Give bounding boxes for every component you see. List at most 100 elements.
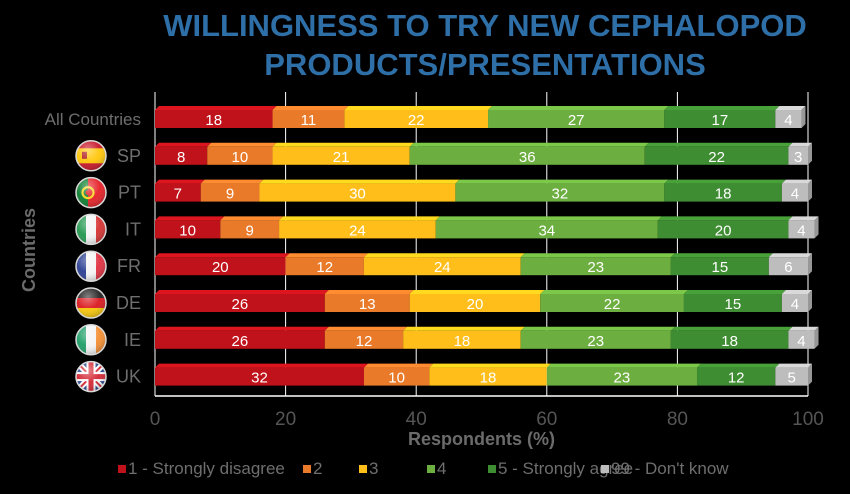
bar-segment [435, 220, 658, 239]
legend-swatch [359, 465, 367, 473]
legend-label: 4 [437, 459, 446, 478]
bar-segment [775, 367, 808, 386]
bar-segment [155, 220, 221, 239]
data-label: 22 [708, 149, 725, 166]
data-label: 24 [434, 259, 451, 276]
x-tick-label: 60 [536, 409, 557, 430]
bar-segment-top [344, 106, 493, 110]
bar-segment [788, 146, 808, 165]
bar-segment [488, 110, 665, 128]
data-label: 21 [333, 149, 350, 166]
bar-segment-top [781, 290, 812, 294]
bar-segment [259, 183, 456, 202]
bar-segment [670, 330, 789, 349]
bar-segment-top [155, 106, 277, 110]
bar-segment-top [670, 326, 793, 331]
uk-flag [75, 360, 107, 393]
x-tick-label: 40 [406, 409, 427, 430]
data-label: 4 [784, 112, 792, 129]
bar-segment-top [670, 253, 773, 258]
bar-segment [155, 294, 325, 312]
bar-segment [520, 257, 671, 276]
data-label: 30 [349, 186, 366, 203]
bar-segment-top [155, 216, 225, 221]
data-label: 10 [179, 222, 196, 239]
bar-segment-top [664, 179, 786, 184]
data-label: 18 [454, 333, 471, 350]
data-label: 8 [177, 149, 185, 166]
bar-segment-top [788, 216, 819, 221]
data-label: 6 [784, 259, 792, 276]
bar-segment [272, 146, 410, 165]
bar-segment [657, 220, 789, 239]
bar-segment-top [540, 290, 688, 294]
bar-segment-top [155, 142, 212, 147]
bar-segment [520, 330, 671, 349]
bar-segment [788, 330, 815, 349]
bar-segment [644, 146, 789, 165]
spain-flag [75, 140, 107, 172]
bar-segment [344, 110, 489, 128]
bar-segment-top [279, 216, 440, 221]
bar-segment-top [429, 363, 551, 368]
bar-segment [279, 220, 436, 239]
bar-segment-side [808, 363, 812, 386]
category-label: SP [117, 146, 141, 166]
bar-segment-top [363, 363, 434, 368]
legend-label: 99 - Don't know [611, 459, 729, 478]
data-label: 36 [519, 149, 536, 166]
bar-segment [409, 146, 645, 165]
bar-segment-top [696, 363, 780, 368]
data-label: 20 [715, 222, 732, 239]
bar-segment [207, 146, 273, 165]
data-label: 15 [725, 296, 742, 313]
bar-segment-side [814, 216, 819, 239]
data-label: 10 [232, 149, 249, 166]
bar-segment [155, 110, 273, 128]
category-label: All Countries [45, 110, 141, 129]
data-label: 18 [205, 112, 222, 129]
chart-title-line-1: WILLINGNESS TO TRY NEW CEPHALOPOD [163, 8, 807, 43]
data-label: 26 [232, 333, 249, 350]
bar-segment-top [520, 326, 675, 331]
bar-segment [768, 257, 808, 276]
bar-segment-top [781, 179, 812, 184]
bar-segment-top [435, 216, 662, 221]
bar-segment [455, 183, 665, 202]
legend-label: 5 - Strongly agree [498, 459, 633, 478]
bar-segment [788, 220, 815, 239]
data-label: 26 [232, 296, 249, 313]
bar-segment-side [814, 326, 819, 349]
bar-segment [155, 257, 286, 276]
data-label: 7 [174, 186, 182, 203]
bar-segment-top [155, 326, 329, 331]
bar-segment [155, 367, 364, 386]
data-label: 9 [226, 186, 234, 203]
category-label: IT [125, 219, 141, 239]
bar-segment [775, 110, 802, 128]
ireland-flag [75, 324, 107, 356]
bar-segment [272, 110, 345, 128]
bar-segment [670, 257, 769, 276]
bar-segment [546, 367, 697, 386]
data-label: 23 [587, 333, 604, 350]
bar-segment [155, 146, 208, 165]
data-label: 9 [246, 222, 254, 239]
data-label: 24 [349, 222, 366, 239]
data-label: 23 [614, 370, 631, 387]
bar-segment-top [775, 363, 812, 368]
bar-segment [155, 183, 201, 202]
data-label: 20 [467, 296, 484, 313]
bar-segment [403, 330, 521, 349]
bar-segment-top [324, 326, 408, 331]
bar-segment-top [155, 290, 329, 294]
bar-segment-side [808, 290, 812, 312]
bar-segment-top [272, 142, 414, 147]
italy-flag [75, 213, 107, 246]
bar-segment [664, 110, 776, 128]
data-label: 4 [797, 333, 805, 350]
legend-swatch [118, 465, 126, 473]
x-tick-label: 80 [667, 409, 688, 430]
bar-segment [664, 183, 782, 202]
